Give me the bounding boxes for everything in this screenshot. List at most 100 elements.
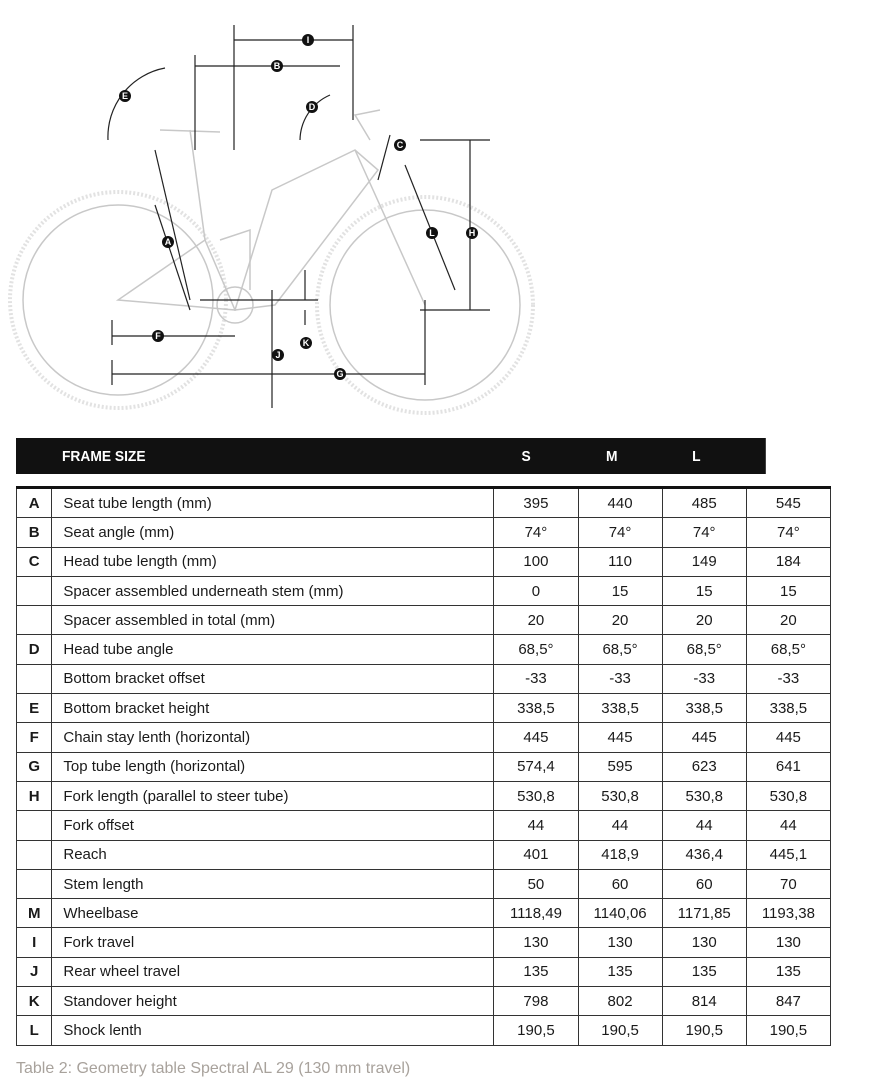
row-value: 50 xyxy=(493,868,579,900)
row-key: M xyxy=(15,898,53,929)
table-row: M Wheelbase 1118,49 1140,06 1171,85 1193,38 xyxy=(15,898,832,929)
bike-geometry-diagram: A B C D E F G H I J K L xyxy=(8,25,535,415)
row-value: 44 xyxy=(745,810,832,841)
row-name: Bottom bracket offset xyxy=(51,663,495,695)
table-row: Fork offset 44 44 44 44 xyxy=(15,810,832,841)
table-row: Spacer assembled underneath stem (mm) 0 15… xyxy=(15,575,832,607)
row-value: 60 xyxy=(661,868,747,900)
size-l: L xyxy=(692,447,701,465)
row-value: 135 xyxy=(577,956,663,988)
svg-text:E: E xyxy=(122,91,128,101)
row-value: 1171,85 xyxy=(661,898,747,929)
row-value: 530,8 xyxy=(493,780,579,812)
marker-h: H xyxy=(466,227,478,239)
svg-text:K: K xyxy=(303,338,310,348)
row-value: 44 xyxy=(661,810,747,841)
row-key: E xyxy=(15,693,53,724)
table-row: Stem length 50 60 60 70 xyxy=(15,868,832,900)
bike-drawing xyxy=(8,109,535,415)
row-name: Fork length (parallel to steer tube) xyxy=(51,780,495,812)
table-row: L Shock lenth 190,5 190,5 190,5 190,5 xyxy=(15,1015,832,1046)
row-value: 1193,38 xyxy=(745,898,832,929)
row-value: 1118,49 xyxy=(493,898,579,929)
row-name: Top tube length (horizontal) xyxy=(51,751,495,782)
row-value: 574,4 xyxy=(493,751,579,782)
row-value: 15 xyxy=(577,575,663,607)
table-row: I Fork travel 130 130 130 130 xyxy=(15,927,832,958)
row-value: 20 xyxy=(493,605,579,636)
svg-text:G: G xyxy=(336,369,343,379)
row-value: 68,5° xyxy=(577,634,663,665)
marker-a: A xyxy=(162,236,174,248)
row-value: 530,8 xyxy=(577,780,663,812)
frame-size-label: FRAME SIZE xyxy=(62,447,146,465)
row-value: 184 xyxy=(745,546,832,577)
row-value: 530,8 xyxy=(745,780,832,812)
marker-l: L xyxy=(426,227,438,239)
row-value: 130 xyxy=(493,927,579,958)
size-m: M xyxy=(605,447,618,465)
row-name: Head tube angle xyxy=(51,634,495,665)
table-row: Spacer assembled in total (mm) 20 20 20 20 xyxy=(15,605,832,636)
row-value: -33 xyxy=(745,663,832,695)
row-name: Bottom bracket height xyxy=(51,693,495,724)
dimension-markers: A B C D E F G H I J K L xyxy=(119,34,478,380)
table-row: F Chain stay lenth (horizontal) 445 445 445 4… xyxy=(15,722,832,753)
row-value: 135 xyxy=(661,956,747,988)
row-value: 190,5 xyxy=(493,1015,579,1046)
row-value: 68,5° xyxy=(661,634,747,665)
table-header: FRAME SIZE S M L XL xyxy=(16,438,791,474)
svg-text:A: A xyxy=(165,237,172,247)
row-key: K xyxy=(15,986,53,1017)
row-value: 395 xyxy=(493,486,579,519)
svg-text:J: J xyxy=(275,350,280,360)
row-value: -33 xyxy=(577,663,663,695)
size-xl: XL xyxy=(773,447,791,465)
row-value: 445 xyxy=(493,722,579,753)
row-name: Reach xyxy=(51,839,495,870)
row-value: 130 xyxy=(577,927,663,958)
row-key: C xyxy=(15,546,53,577)
row-value: 814 xyxy=(661,986,747,1017)
row-value: 595 xyxy=(577,751,663,782)
row-value: 110 xyxy=(577,546,663,577)
svg-text:H: H xyxy=(469,228,476,238)
row-value: 190,5 xyxy=(745,1015,832,1046)
row-value: 100 xyxy=(493,546,579,577)
svg-text:C: C xyxy=(397,140,404,150)
row-value: 130 xyxy=(661,927,747,958)
svg-text:I: I xyxy=(307,35,310,45)
table-row: G Top tube length (horizontal) 574,4 595 623… xyxy=(15,751,832,782)
row-name: Head tube length (mm) xyxy=(51,546,495,577)
table-row: K Standover height 798 802 814 847 xyxy=(15,986,832,1017)
row-value: 440 xyxy=(577,486,663,519)
row-value: 135 xyxy=(745,956,832,988)
row-name: Standover height xyxy=(51,986,495,1017)
svg-text:D: D xyxy=(309,102,316,112)
row-value: 74° xyxy=(661,517,747,548)
row-value: 530,8 xyxy=(661,780,747,812)
marker-f: F xyxy=(152,330,164,342)
row-value: 190,5 xyxy=(577,1015,663,1046)
row-value: 0 xyxy=(493,575,579,607)
marker-b: B xyxy=(271,60,283,72)
table-row: Bottom bracket offset -33 -33 -33 -33 xyxy=(15,663,832,695)
row-value: 74° xyxy=(577,517,663,548)
row-value: 445 xyxy=(577,722,663,753)
row-value: 20 xyxy=(661,605,747,636)
table-row: J Rear wheel travel 135 135 135 135 xyxy=(15,956,832,988)
table-row: B Seat angle (mm) 74° 74° 74° 74° xyxy=(15,517,832,548)
row-name: Shock lenth xyxy=(51,1015,495,1046)
marker-j: J xyxy=(272,349,284,361)
row-key: G xyxy=(15,751,53,782)
table-row: C Head tube length (mm) 100 110 149 184 xyxy=(15,546,832,577)
row-key xyxy=(15,839,53,870)
row-value: 545 xyxy=(745,486,832,519)
row-value: 149 xyxy=(661,546,747,577)
row-key: J xyxy=(15,956,53,988)
marker-e: E xyxy=(119,90,131,102)
row-key xyxy=(15,605,53,636)
row-value: 190,5 xyxy=(661,1015,747,1046)
size-s: S xyxy=(521,447,531,465)
marker-k: K xyxy=(300,337,312,349)
